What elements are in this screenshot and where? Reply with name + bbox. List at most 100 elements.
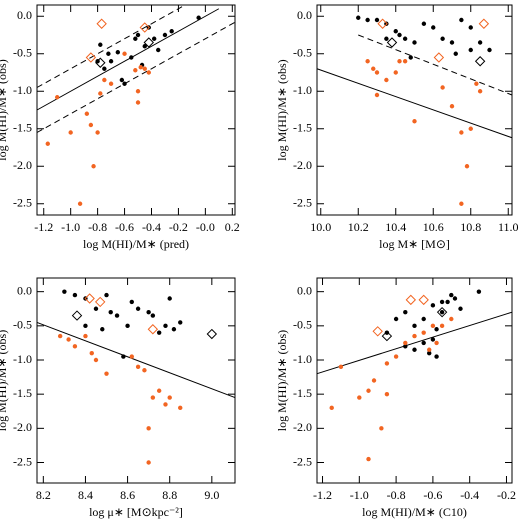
x-tick-label: 9.0 bbox=[204, 488, 219, 502]
x-tick-label: 8.4 bbox=[78, 488, 93, 502]
dot-point bbox=[431, 25, 436, 30]
dot-point bbox=[178, 320, 183, 325]
dot-point bbox=[100, 327, 105, 332]
y-tick-label: -1.5 bbox=[293, 121, 312, 135]
dot-point bbox=[83, 323, 88, 329]
dot-point bbox=[459, 17, 464, 23]
dot-point bbox=[163, 402, 168, 407]
y-tick-label: -2.0 bbox=[293, 420, 312, 434]
dot-point bbox=[151, 36, 157, 41]
dot-point bbox=[66, 337, 71, 342]
dot-point bbox=[384, 21, 389, 26]
y-tick-label: -0.5 bbox=[293, 318, 312, 332]
dot-point bbox=[374, 92, 380, 98]
x-axis-label: log μ∗ [M⊙kpc⁻²] bbox=[89, 505, 183, 519]
dot-point bbox=[55, 95, 60, 100]
x-tick-label: -1.0 bbox=[61, 220, 80, 234]
dot-point bbox=[135, 89, 141, 94]
x-tick-label: 11.0 bbox=[498, 220, 519, 234]
dot-point bbox=[474, 81, 479, 86]
dot-point bbox=[196, 15, 201, 20]
dot-point bbox=[402, 36, 408, 41]
dot-point bbox=[83, 333, 88, 339]
dot-point bbox=[104, 292, 109, 298]
y-tick-label: -1.5 bbox=[13, 386, 32, 400]
plot-frame bbox=[36, 4, 236, 216]
dot-point bbox=[62, 289, 67, 294]
y-tick-label: -2.0 bbox=[13, 158, 32, 172]
dot-point bbox=[106, 51, 111, 56]
y-axis-label: log M(HI)/M∗ (obs) bbox=[275, 59, 289, 160]
dot-point bbox=[146, 460, 151, 465]
y-tick-label: -2.5 bbox=[13, 196, 32, 210]
dot-point bbox=[427, 347, 432, 352]
dot-point bbox=[365, 17, 370, 23]
fit-line bbox=[316, 68, 513, 139]
dot-point bbox=[393, 29, 398, 34]
dot-point bbox=[163, 323, 168, 329]
dot-point bbox=[89, 350, 94, 356]
dot-point bbox=[449, 40, 455, 45]
dot-point bbox=[115, 50, 121, 55]
x-tick-label: -0.6 bbox=[115, 220, 134, 234]
dot-point bbox=[88, 122, 94, 128]
x-tick-label: 8.2 bbox=[36, 488, 51, 502]
y-tick-label: 0.0 bbox=[17, 283, 32, 297]
y-tick-label: -1.5 bbox=[293, 386, 312, 400]
dot-point bbox=[439, 299, 445, 305]
y-axis-label: log M(HI)/M∗ (obs) bbox=[0, 59, 9, 160]
dot-point bbox=[403, 309, 408, 315]
x-tick-label: -0.4 bbox=[460, 488, 479, 502]
x-tick-label: 10.6 bbox=[423, 220, 444, 234]
fit-line bbox=[358, 34, 513, 96]
diamond-point bbox=[405, 294, 417, 306]
dot-point bbox=[135, 306, 141, 311]
dot-point bbox=[371, 378, 377, 383]
dot-point bbox=[122, 81, 127, 86]
dot-point bbox=[366, 388, 371, 393]
x-tick-label: -0.2 bbox=[497, 488, 516, 502]
dot-point bbox=[393, 316, 399, 322]
fit-line bbox=[36, 321, 236, 399]
dot-point bbox=[122, 51, 127, 56]
y-tick-label: -0.5 bbox=[293, 46, 312, 60]
dot-point bbox=[430, 303, 436, 308]
dot-point bbox=[169, 29, 174, 34]
y-tick-label: -2.5 bbox=[293, 454, 312, 468]
y-axis-label: log M(HI)/M∗ (obs) bbox=[275, 330, 289, 431]
dot-point bbox=[156, 330, 162, 335]
dot-point bbox=[393, 70, 398, 75]
dot-point bbox=[477, 40, 483, 45]
dot-point bbox=[98, 42, 103, 47]
dot-point bbox=[135, 100, 141, 105]
diamond-point bbox=[85, 52, 97, 63]
x-tick-label: -1.2 bbox=[34, 220, 53, 234]
fit-line bbox=[36, 4, 186, 88]
dot-point bbox=[477, 89, 483, 94]
y-tick-label: 0.0 bbox=[297, 283, 312, 297]
dot-point bbox=[77, 201, 83, 206]
x-tick-label: 10.0 bbox=[310, 220, 331, 234]
x-tick-label: 0.2 bbox=[225, 220, 240, 234]
dot-point bbox=[125, 323, 130, 329]
dot-point bbox=[379, 426, 384, 431]
dot-point bbox=[146, 70, 151, 75]
dot-point bbox=[434, 327, 439, 332]
dot-point bbox=[93, 306, 99, 311]
dot-point bbox=[408, 55, 413, 60]
diamond-point bbox=[139, 22, 150, 33]
dot-point bbox=[129, 299, 134, 305]
dot-point bbox=[329, 405, 334, 411]
x-tick-label: -0.2 bbox=[169, 220, 188, 234]
plot-frame bbox=[36, 277, 236, 484]
dot-point bbox=[371, 66, 376, 71]
y-tick-label: -1.0 bbox=[293, 352, 312, 366]
dot-point bbox=[384, 391, 390, 397]
diamond-point bbox=[386, 37, 398, 48]
y-tick-label: 0.0 bbox=[17, 8, 32, 22]
diamond-point bbox=[474, 56, 486, 67]
dot-point bbox=[150, 313, 156, 318]
diamond-point bbox=[433, 52, 445, 63]
dot-point bbox=[146, 426, 151, 431]
